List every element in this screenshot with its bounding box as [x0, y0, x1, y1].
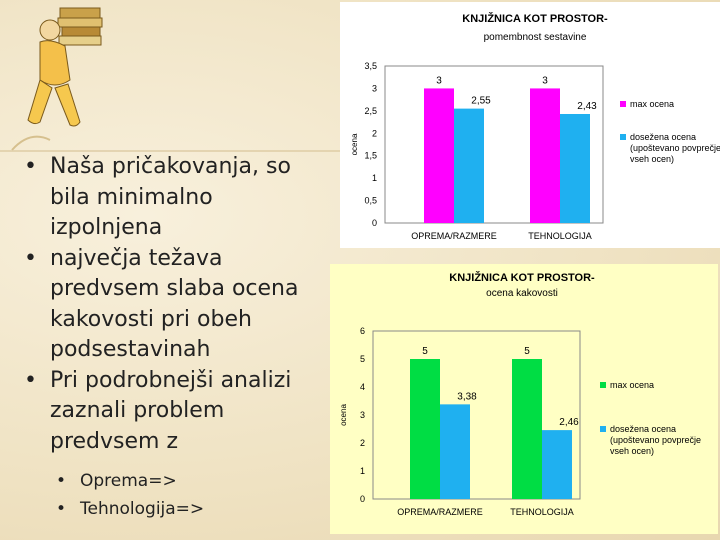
chart-kakovost: KNJIŽNICA KOT PROSTOR-ocena kakovosti 0 1 2… [330, 264, 718, 534]
data-label: 2,43 [577, 101, 597, 112]
x-tick-label: OPREMA/RAZMERE [411, 231, 497, 241]
chart-subtitle: ocena kakovosti [486, 288, 558, 299]
legend-label: max ocena [610, 380, 654, 390]
legend-label-line: vseh ocen) [630, 154, 674, 164]
legend-label: dosežena ocena (upoštevano povprečje vseh … [630, 132, 720, 164]
data-label: 3,38 [457, 391, 477, 402]
bar [440, 404, 470, 499]
bullet-item: največja težava predvsem slaba ocena kak… [22, 244, 322, 366]
legend-swatch [620, 134, 626, 140]
y-tick-label: 0,5 [364, 196, 377, 206]
data-label: 3 [542, 75, 548, 86]
book-carrier-illustration [11, 7, 103, 151]
y-tick-label: 3 [372, 83, 377, 93]
y-axis-label: ocena [350, 133, 359, 155]
legend-label-line: (upoštevano povprečje [630, 143, 720, 153]
y-tick-label: 1 [360, 466, 365, 476]
legend-label-line: vseh ocen) [610, 446, 654, 456]
data-label: 5 [524, 346, 530, 357]
data-label: 5 [422, 346, 428, 357]
bar [512, 359, 542, 499]
plot-area [384, 65, 604, 224]
y-tick-label: 1 [372, 173, 377, 183]
x-tick-label: TEHNOLOGIJA [510, 507, 574, 517]
legend-swatch [620, 101, 626, 107]
bar [454, 108, 484, 223]
legend-label-line: dosežena ocena [610, 424, 676, 434]
data-label: 2,46 [559, 417, 579, 428]
legend-swatch [600, 382, 606, 388]
sub-bullet-item: Tehnologija=> [22, 495, 322, 523]
bar [424, 88, 454, 223]
x-tick-label: OPREMA/RAZMERE [397, 507, 483, 517]
y-tick-label: 0 [360, 494, 365, 504]
y-tick-label: 2 [372, 128, 377, 138]
y-tick-label: 5 [360, 354, 365, 364]
data-label: 2,55 [471, 96, 491, 107]
x-tick-label: TEHNOLOGIJA [528, 231, 592, 241]
sub-bullet-list: Oprema=> Tehnologija=> [22, 467, 322, 523]
chart-title: KNJIŽNICA KOT PROSTOR- [449, 271, 595, 284]
chart-pomembnost: KNJIŽNICA KOT PROSTOR-pomembnost sestavi… [340, 2, 720, 248]
bullet-item: Naša pričakovanja, so bila minimalno izp… [22, 152, 322, 244]
bar [530, 88, 560, 223]
bullet-text-area: Naša pričakovanja, so bila minimalno izp… [22, 152, 322, 523]
y-axis-label: ocena [339, 404, 348, 426]
legend-label: max ocena [630, 99, 674, 109]
bar [560, 113, 590, 223]
legend-label-line: dosežena ocena [630, 132, 696, 142]
data-label: 3 [436, 75, 442, 86]
sub-bullet-item: Oprema=> [22, 467, 322, 495]
plot-area [372, 330, 581, 500]
bar [542, 430, 572, 499]
chart-subtitle: pomembnost sestavine [484, 32, 587, 43]
y-tick-label: 2,5 [364, 106, 377, 116]
y-tick-label: 6 [360, 326, 365, 336]
y-tick-label: 4 [360, 382, 365, 392]
legend-label-line: (upoštevano povprečje [610, 435, 701, 445]
y-tick-label: 0 [372, 218, 377, 228]
y-tick-label: 2 [360, 438, 365, 448]
y-tick-label: 1,5 [364, 151, 377, 161]
chart-title: KNJIŽNICA KOT PROSTOR- [462, 12, 608, 25]
y-tick-label: 3,5 [364, 61, 377, 71]
bullet-list: Naša pričakovanja, so bila minimalno izp… [22, 152, 322, 457]
bullet-item: Pri podrobnejši analizi zaznali problem … [22, 366, 322, 458]
y-tick-label: 3 [360, 410, 365, 420]
legend-label: dosežena ocena (upoštevano povprečje vseh … [610, 424, 701, 456]
legend-swatch [600, 426, 606, 432]
bar [410, 359, 440, 499]
